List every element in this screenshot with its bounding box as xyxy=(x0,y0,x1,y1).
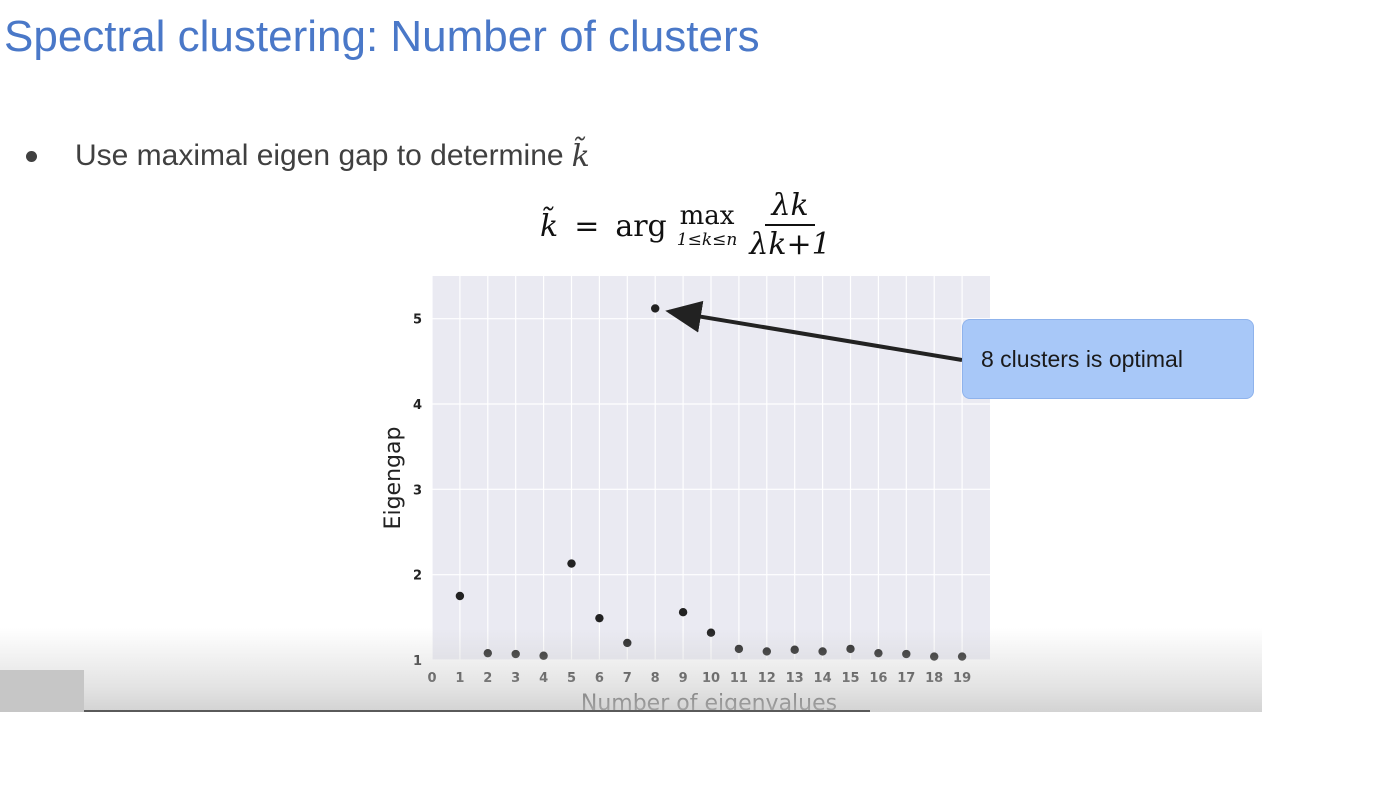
formula-lhs: k̃ xyxy=(540,208,559,244)
x-tick-label: 11 xyxy=(730,671,748,686)
bottom-rule xyxy=(84,710,870,712)
data-point xyxy=(678,608,688,617)
x-tick-label: 8 xyxy=(651,671,660,686)
data-point xyxy=(734,644,744,654)
data-point xyxy=(874,648,883,658)
y-tick-label: 3 xyxy=(413,483,422,498)
data-point xyxy=(930,652,939,661)
x-tick-label: 7 xyxy=(623,671,632,686)
grid-lines xyxy=(431,276,990,661)
data-point xyxy=(957,652,967,661)
data-point xyxy=(818,647,827,656)
data-point xyxy=(902,649,911,659)
y-tick-label: 2 xyxy=(413,569,422,584)
x-tick-label: 14 xyxy=(814,671,832,686)
x-tick-label: 18 xyxy=(925,671,943,686)
x-tick-label: 1 xyxy=(455,671,464,686)
bullet-text: Use maximal eigen gap to determine xyxy=(75,139,564,172)
slide-title: Spectral clustering: Number of clusters xyxy=(4,12,760,61)
y-tick-label: 5 xyxy=(413,313,422,328)
data-point xyxy=(790,645,799,654)
bullet-item: Use maximal eigen gap to determine k̃ xyxy=(26,134,590,178)
formula-denominator: λk+1 xyxy=(749,227,831,262)
x-tick-label: 19 xyxy=(953,671,971,686)
data-point xyxy=(511,649,520,659)
y-axis-label: Eigengap xyxy=(381,427,406,530)
bottom-left-block xyxy=(0,670,84,712)
x-tick-label: 9 xyxy=(679,671,688,686)
x-tick-label: 4 xyxy=(539,671,548,686)
data-point xyxy=(846,644,855,654)
formula-numerator: λk xyxy=(765,188,815,226)
data-point xyxy=(539,651,548,660)
formula-equals: = xyxy=(574,208,600,244)
bullet-dot-icon xyxy=(26,150,37,162)
argmax-formula: k̃ = arg max 1≤k≤n λk λk+1 xyxy=(540,186,837,266)
data-point xyxy=(706,628,716,637)
x-tick-label: 15 xyxy=(841,671,859,686)
data-point xyxy=(483,648,492,658)
data-point xyxy=(623,638,632,648)
x-tick-label: 16 xyxy=(869,671,887,686)
y-tick-label: 1 xyxy=(413,654,422,669)
x-tick-label: 12 xyxy=(758,671,776,686)
x-tick-label: 0 xyxy=(427,671,436,686)
slide: Spectral clustering: Number of clusters … xyxy=(0,12,1262,712)
x-tick-label: 6 xyxy=(595,671,604,686)
x-tick-label: 5 xyxy=(567,671,576,686)
bullet-symbol: k̃ xyxy=(571,138,590,174)
x-axis-label: Number of eigenvalues xyxy=(581,691,837,712)
formula-max-subscript: 1≤k≤n xyxy=(676,230,738,250)
x-tick-label: 17 xyxy=(897,671,915,686)
annotation-arrow xyxy=(665,300,963,362)
data-point xyxy=(651,304,660,313)
x-tick-label: 3 xyxy=(511,671,520,686)
data-point xyxy=(455,591,465,601)
data-point xyxy=(595,613,604,623)
data-point xyxy=(762,647,771,656)
formula-max: max 1≤k≤n xyxy=(677,202,738,250)
x-tick-label: 2 xyxy=(483,671,492,686)
x-tick-label: 13 xyxy=(786,671,804,686)
formula-fraction: λk λk+1 xyxy=(743,188,836,264)
formula-max-word: max xyxy=(679,201,735,231)
x-tick-label: 10 xyxy=(702,671,720,686)
y-tick-label: 4 xyxy=(413,398,422,413)
annotation-callout: 8 clusters is optimal xyxy=(962,319,1254,399)
data-point xyxy=(567,559,576,568)
formula-arg: arg xyxy=(615,208,667,244)
